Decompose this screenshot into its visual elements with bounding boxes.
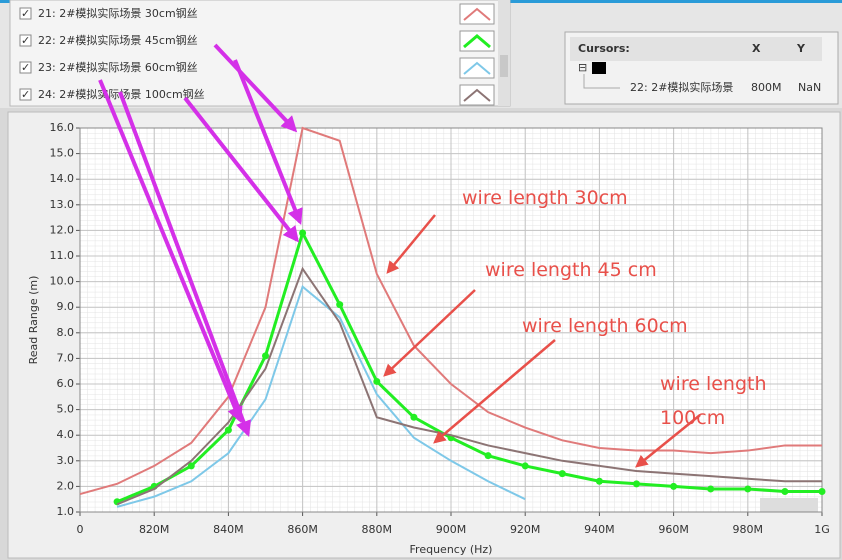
x-axis-label: Frequency (Hz) bbox=[410, 543, 493, 556]
pointer-arrow bbox=[213, 43, 298, 133]
legend-swatch bbox=[463, 88, 491, 102]
y-tick-label: 14.0 bbox=[50, 172, 75, 185]
data-point bbox=[670, 482, 678, 490]
legend-check: ✓ bbox=[21, 88, 30, 101]
data-point bbox=[484, 452, 492, 460]
note-arrow bbox=[383, 289, 476, 377]
cursor-expander[interactable]: ⊟ bbox=[578, 61, 587, 74]
cursor-x: 800M bbox=[751, 81, 782, 94]
y-tick-label: 11.0 bbox=[50, 249, 75, 262]
scrollbar[interactable] bbox=[498, 0, 510, 106]
y-tick-label: 12.0 bbox=[50, 223, 75, 236]
x-tick-label: 1G bbox=[814, 523, 830, 536]
cursor-title: Cursors: bbox=[578, 42, 630, 55]
note-arrow bbox=[635, 414, 701, 468]
x-tick-label: 980M bbox=[733, 523, 764, 536]
x-tick-label: 0 bbox=[77, 523, 84, 536]
data-point bbox=[262, 352, 269, 360]
y-tick-label: 5.0 bbox=[57, 403, 75, 416]
legend-check: ✓ bbox=[21, 7, 30, 20]
series-line bbox=[79, 126, 822, 496]
legend-swatch-box bbox=[459, 3, 495, 25]
y-tick-label: 6.0 bbox=[57, 377, 75, 390]
y-tick-label: 10.0 bbox=[50, 275, 75, 288]
tool-palette[interactable] bbox=[760, 498, 818, 512]
legend-swatch-box bbox=[459, 30, 495, 52]
series-line bbox=[116, 285, 526, 508]
y-tick-label: 9.0 bbox=[57, 300, 75, 313]
annotation: wire length 45 cm bbox=[485, 259, 657, 281]
data-point bbox=[781, 488, 789, 496]
x-tick-label: 880M bbox=[362, 523, 393, 536]
legend-swatch-box bbox=[459, 57, 495, 79]
tree-line bbox=[583, 74, 620, 89]
legend-label: 23: 2#模拟实际场景 60cm钢丝 bbox=[38, 60, 198, 74]
x-tick-label: 960M bbox=[658, 523, 689, 536]
pointer-arrow bbox=[183, 96, 299, 243]
x-tick-label: 840M bbox=[213, 523, 244, 536]
note-arrow bbox=[386, 214, 436, 274]
legend-checkbox[interactable] bbox=[19, 61, 32, 74]
pointer-arrow bbox=[118, 91, 252, 437]
cursor-name: 22: 2#模拟实际场景 bbox=[630, 80, 733, 94]
data-point bbox=[521, 462, 529, 470]
plot-frame bbox=[79, 127, 823, 513]
y-tick-label: 1.0 bbox=[57, 505, 75, 518]
legend-swatch bbox=[463, 34, 491, 49]
annotation: wire length 30cm bbox=[462, 187, 628, 209]
x-tick-label: 900M bbox=[436, 523, 467, 536]
annotation: wire length 100cm bbox=[660, 373, 767, 429]
cursor-header bbox=[570, 37, 822, 61]
x-tick-label: 860M bbox=[287, 523, 318, 536]
cursor-color[interactable] bbox=[592, 62, 606, 74]
legend-swatch-box bbox=[459, 84, 495, 106]
x-tick-label: 940M bbox=[584, 523, 615, 536]
legend-panel bbox=[9, 0, 511, 107]
data-point bbox=[633, 480, 640, 488]
legend-swatch bbox=[463, 7, 491, 21]
y-tick-label: 7.0 bbox=[57, 351, 75, 364]
data-point bbox=[707, 485, 715, 493]
legend-label: 22: 2#模拟实际场景 45cm钢丝 bbox=[38, 33, 198, 47]
legend-swatch bbox=[463, 61, 491, 75]
y-tick-label: 3.0 bbox=[57, 454, 75, 467]
annotation: wire length 60cm bbox=[522, 315, 688, 337]
graph-tools[interactable] bbox=[760, 498, 818, 512]
y-tick-label: 8.0 bbox=[57, 326, 75, 339]
y-tick-label: 13.0 bbox=[50, 198, 75, 211]
legend-check: ✓ bbox=[21, 34, 30, 47]
pointer-arrow bbox=[233, 59, 303, 225]
data-point bbox=[336, 301, 344, 309]
data-point bbox=[410, 413, 418, 421]
legend-checkbox[interactable] bbox=[19, 7, 32, 20]
pointer-arrow bbox=[98, 79, 243, 423]
x-tick-label: 920M bbox=[510, 523, 541, 536]
data-point bbox=[373, 377, 381, 385]
legend-checkbox[interactable] bbox=[19, 34, 32, 47]
data-point bbox=[187, 462, 195, 470]
y-tick-label: 15.0 bbox=[50, 147, 75, 160]
legend-check: ✓ bbox=[21, 61, 30, 74]
y-axis-label: Read Range (m) bbox=[27, 276, 40, 365]
x-tick-label: 820M bbox=[139, 523, 170, 536]
data-point bbox=[299, 229, 307, 237]
y-tick-label: 16.0 bbox=[50, 121, 75, 134]
y-tick-label: 4.0 bbox=[57, 428, 75, 441]
note-arrow bbox=[433, 339, 556, 444]
cursor-col: X bbox=[752, 42, 761, 55]
data-point bbox=[558, 470, 566, 478]
y-tick-label: 2.0 bbox=[57, 479, 75, 492]
data-point bbox=[224, 426, 232, 434]
data-point bbox=[744, 485, 752, 493]
scroll-thumb[interactable] bbox=[500, 55, 508, 77]
data-point bbox=[595, 477, 603, 485]
cursor-col: Y bbox=[796, 42, 806, 55]
cursor-y: NaN bbox=[798, 81, 821, 94]
legend-label: 21: 2#模拟实际场景 30cm钢丝 bbox=[38, 6, 198, 20]
legend-checkbox[interactable] bbox=[19, 88, 32, 101]
data-point bbox=[818, 488, 826, 496]
